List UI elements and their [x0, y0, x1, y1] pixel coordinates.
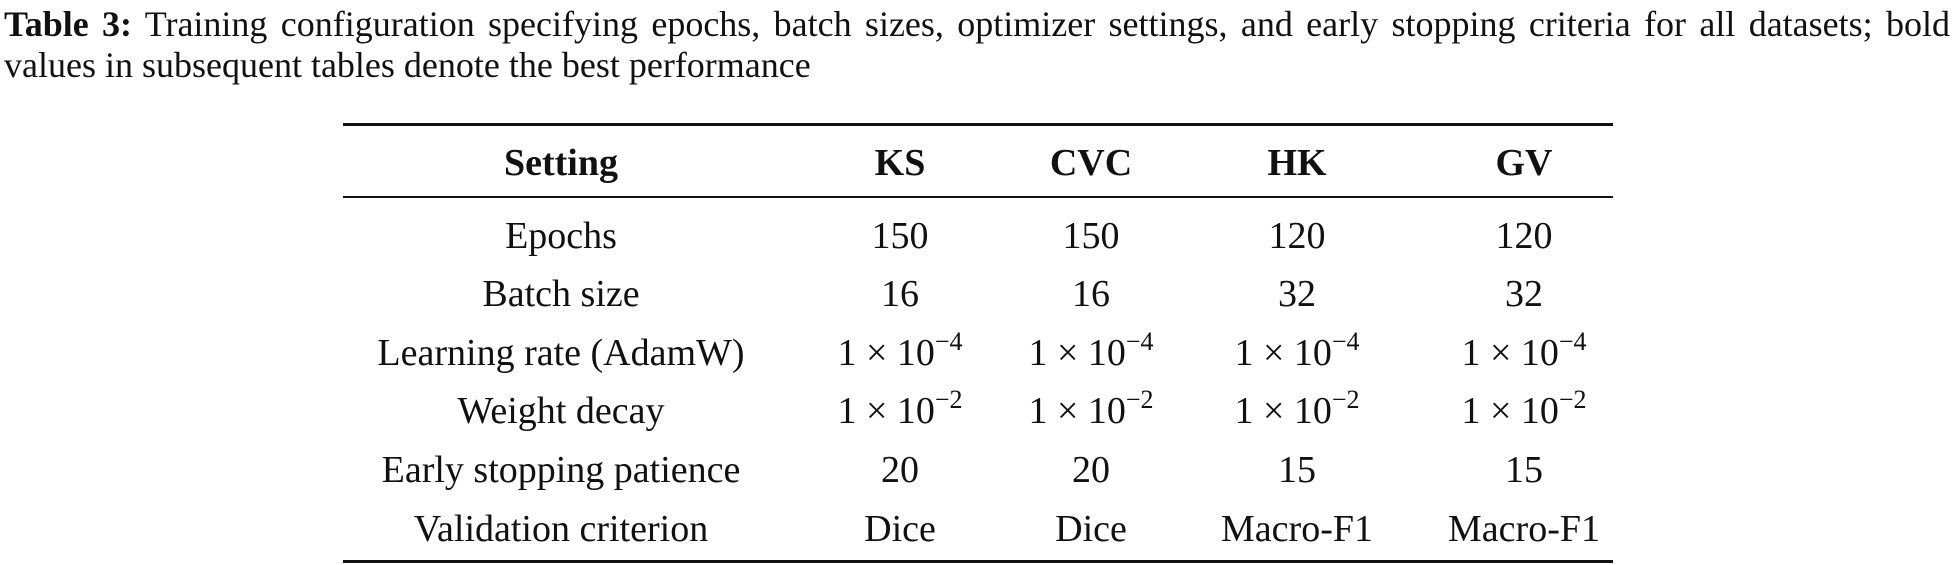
- exponent: −2: [1331, 385, 1360, 414]
- row-label: Weight decay: [457, 390, 665, 432]
- exponent: −4: [934, 327, 963, 356]
- cell-value: 1 × 10−2: [1234, 387, 1359, 432]
- mid-rule: [343, 196, 1613, 198]
- cell-value: 120: [1495, 215, 1553, 257]
- cell-value: 15: [1505, 449, 1543, 491]
- cell-value: 1 × 10−2: [837, 387, 962, 432]
- cell-value: 20: [881, 449, 919, 491]
- exponent: −2: [1125, 385, 1154, 414]
- row-label: Batch size: [482, 273, 640, 315]
- cell-value: Dice: [1055, 508, 1127, 550]
- cell-value: Dice: [864, 508, 936, 550]
- exponent: −4: [1558, 327, 1587, 356]
- header-cell: KS: [874, 142, 926, 184]
- cell-value: Macro-F1: [1221, 508, 1373, 550]
- row-label: Validation criterion: [413, 508, 709, 550]
- cell-value: 120: [1268, 215, 1326, 257]
- row-label: Learning rate (AdamW): [377, 332, 745, 374]
- cell-value: 16: [1072, 273, 1110, 315]
- mantissa: 1 × 10: [837, 332, 935, 374]
- cell-value: 32: [1505, 273, 1543, 315]
- top-rule: [343, 123, 1613, 126]
- mantissa: 1 × 10: [1461, 332, 1559, 374]
- header-cell: CVC: [1049, 142, 1133, 184]
- caption: Table 3: Training configuration specifyi…: [4, 4, 1950, 86]
- cell-value: 1 × 10−4: [1028, 329, 1153, 374]
- cell-value: 1 × 10−2: [1028, 387, 1153, 432]
- cell-value: 1 × 10−4: [1234, 329, 1359, 374]
- mantissa: 1 × 10: [1028, 332, 1126, 374]
- mantissa: 1 × 10: [837, 390, 935, 432]
- row-label: Early stopping patience: [381, 449, 741, 491]
- mantissa: 1 × 10: [1234, 390, 1332, 432]
- cell-value: 15: [1278, 449, 1316, 491]
- mantissa: 1 × 10: [1461, 390, 1559, 432]
- caption-label: Table 3:: [4, 4, 133, 44]
- cell-value: 1 × 10−2: [1461, 387, 1586, 432]
- header-cell: Setting: [504, 142, 618, 184]
- header-cell: GV: [1495, 142, 1553, 184]
- exponent: −4: [1331, 327, 1360, 356]
- cell-value: 1 × 10−4: [1461, 329, 1586, 374]
- bottom-rule: [343, 560, 1613, 563]
- cell-value: 32: [1278, 273, 1316, 315]
- cell-value: 150: [871, 215, 929, 257]
- exponent: −2: [1558, 385, 1587, 414]
- caption-text: Training configuration specifying epochs…: [4, 4, 1951, 85]
- cell-value: 20: [1072, 449, 1110, 491]
- mantissa: 1 × 10: [1234, 332, 1332, 374]
- exponent: −4: [1125, 327, 1154, 356]
- header-cell: HK: [1267, 142, 1327, 184]
- cell-value: 1 × 10−4: [837, 329, 962, 374]
- cell-value: 150: [1062, 215, 1120, 257]
- cell-value: Macro-F1: [1448, 508, 1600, 550]
- exponent: −2: [934, 385, 963, 414]
- mantissa: 1 × 10: [1028, 390, 1126, 432]
- cell-value: 16: [881, 273, 919, 315]
- row-label: Epochs: [505, 215, 617, 257]
